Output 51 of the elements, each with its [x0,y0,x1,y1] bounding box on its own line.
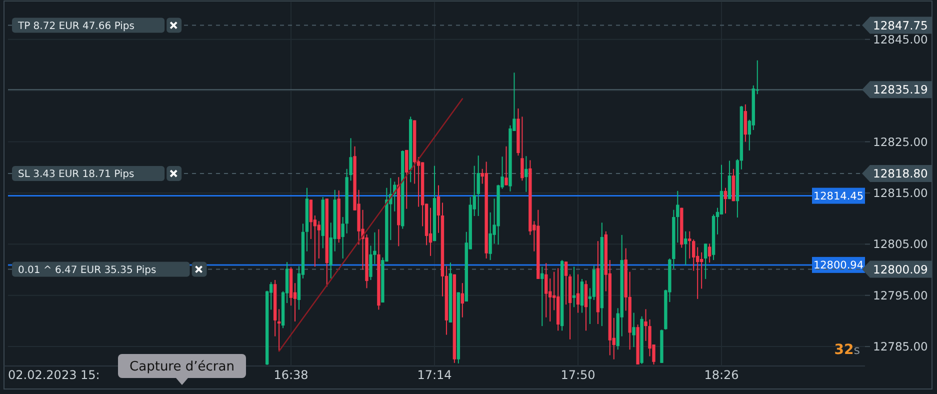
candlestick [704,243,708,280]
candlestick [540,266,544,327]
candlestick [476,155,480,216]
candlestick [584,280,588,332]
candlestick [428,207,432,256]
y-tick-label: 12785.00 [873,340,928,354]
annotation: 0.01 ^ 6.47 EUR 35.35 Pips [18,264,156,276]
candlestick [488,212,492,261]
annotation: SL 3.43 EUR 18.71 Pips [18,169,134,180]
y-tick-label: 12825.00 [873,134,928,149]
y-tick-label: 12805.00 [873,237,928,252]
candlestick [277,308,281,352]
candlestick [708,243,712,264]
x-tick-label: 17:50 [560,368,596,382]
ref-line-label: 12800.94 [813,260,864,272]
candlestick [684,230,688,266]
candlestick [576,274,580,314]
x-tick-label: 17:14 [417,368,452,382]
candlestick [504,146,508,186]
candlestick [744,104,748,142]
candlestick [728,160,732,200]
annotation: 32s [834,342,860,358]
candlestick [520,116,524,182]
ref-line-label: 12835.19 [873,82,928,97]
ref-line-label: 12847.75 [873,18,928,32]
candlestick [544,262,548,318]
ref-line-label: 12800.09 [873,262,928,276]
candlestick [692,239,696,272]
candlestick [632,312,636,348]
candlestick [309,199,313,240]
annotation: Capture d’écran [130,360,234,375]
candlestick [460,282,464,318]
candlestick [688,230,692,259]
y-tick-label: 12795.00 [873,288,928,302]
candlestick [564,261,568,306]
x-tick-label: 16:38 [274,368,308,382]
candlestick [548,278,552,322]
candlestick [436,184,440,234]
candlestick [524,156,528,192]
y-tick-label: 12815.00 [873,186,928,200]
candlestick [572,266,576,308]
candlestick [720,164,724,215]
x-tick-label: 18:26 [704,368,739,382]
candlestick [317,220,321,259]
text: 02.02.2023 15: [8,368,100,382]
y-tick-label: 12845.00 [873,32,928,46]
annotation: TP 8.72 EUR 47.66 Pips [16,20,134,32]
candlestick [724,187,728,214]
candlestick [405,149,408,210]
ref-line-label: 12818.80 [873,166,928,181]
candlestick [700,252,704,290]
